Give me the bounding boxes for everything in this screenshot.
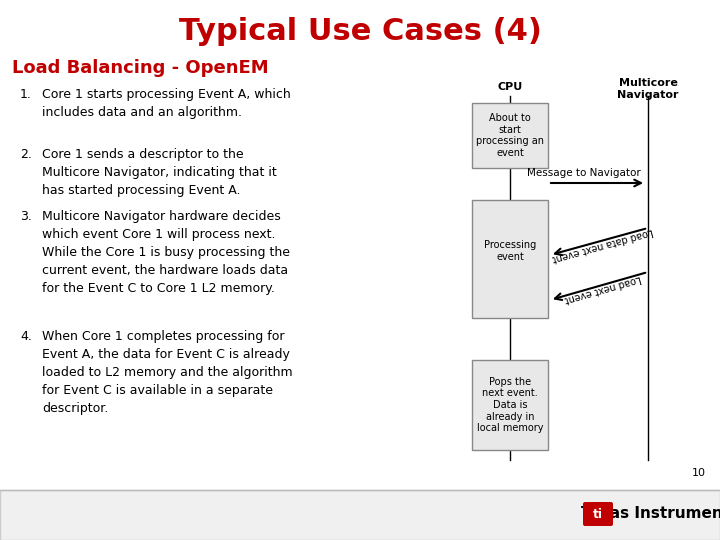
Text: About to
start
processing an
event: About to start processing an event: [476, 113, 544, 158]
Text: ti: ti: [593, 508, 603, 521]
Text: 1.: 1.: [20, 88, 32, 101]
Text: Pops the
next event.
Data is
already in
local memory: Pops the next event. Data is already in …: [477, 377, 544, 433]
Bar: [472, 200, 548, 318]
Text: CPU: CPU: [498, 82, 523, 92]
FancyBboxPatch shape: [583, 502, 613, 526]
Text: Processing
event: Processing event: [484, 240, 536, 262]
Text: Load Balancing - OpenEM: Load Balancing - OpenEM: [12, 59, 269, 77]
Text: When Core 1 completes processing for
Event A, the data for Event C is already
lo: When Core 1 completes processing for Eve…: [42, 330, 292, 415]
Text: 2.: 2.: [20, 148, 32, 161]
Text: Load data next event: Load data next event: [551, 226, 654, 263]
Text: Message to Navigator: Message to Navigator: [527, 168, 641, 178]
Text: Multicore
Navigator: Multicore Navigator: [617, 78, 679, 99]
Text: Texas Instruments: Texas Instruments: [581, 507, 720, 522]
Bar: [472, 360, 548, 450]
Text: 3.: 3.: [20, 210, 32, 223]
Text: 10: 10: [692, 468, 706, 478]
Bar: [0, 490, 720, 540]
Polygon shape: [588, 508, 608, 522]
Bar: [472, 103, 548, 168]
Text: Load next event: Load next event: [563, 273, 642, 305]
Text: Core 1 starts processing Event A, which
includes data and an algorithm.: Core 1 starts processing Event A, which …: [42, 88, 291, 119]
Text: Typical Use Cases (4): Typical Use Cases (4): [179, 17, 541, 46]
Text: 4.: 4.: [20, 330, 32, 343]
Text: Core 1 sends a descriptor to the
Multicore Navigator, indicating that it
has sta: Core 1 sends a descriptor to the Multico…: [42, 148, 276, 197]
Text: Multicore Navigator hardware decides
which event Core 1 will process next.
While: Multicore Navigator hardware decides whi…: [42, 210, 290, 295]
